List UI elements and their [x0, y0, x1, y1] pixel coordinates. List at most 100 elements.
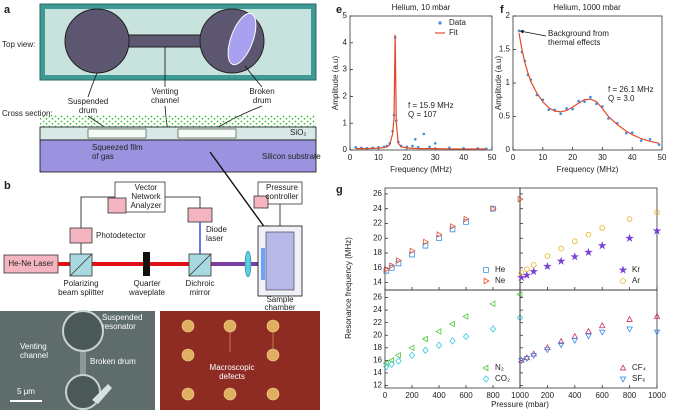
plot-frame: [519, 187, 658, 291]
marker: [598, 329, 606, 336]
legend-label: N₂: [495, 363, 504, 372]
y-tick-label: 22: [373, 318, 382, 327]
cavity: [177, 128, 237, 139]
x-tick-label: 10: [538, 153, 547, 162]
x-tick-label: 200: [405, 391, 419, 400]
label: Analyzer: [130, 201, 161, 210]
marker: [523, 356, 531, 363]
label: Squeezed film: [92, 143, 143, 152]
x-tick-label: 1000: [648, 391, 666, 400]
legend-marker: [482, 375, 490, 383]
legend-marker: [619, 364, 627, 371]
marker: [463, 219, 469, 225]
y-tick-label: 20: [373, 233, 382, 242]
y-tick-label: 3: [343, 65, 348, 74]
y-tick-label: 2: [343, 92, 348, 101]
label: mirror: [190, 288, 211, 297]
legend-marker: [618, 265, 628, 274]
y-tick-label: 20: [373, 330, 382, 339]
annotation: thermal effects: [548, 38, 600, 47]
marker: [388, 265, 395, 271]
marker: [530, 353, 538, 360]
annotation: f = 26.1 MHz: [608, 85, 654, 94]
marker: [435, 341, 443, 350]
marker: [571, 107, 574, 111]
marker: [653, 312, 661, 319]
y-tick-label: 24: [373, 305, 382, 314]
drum: [266, 387, 280, 401]
marker: [450, 223, 457, 230]
y-tick-label: 26: [373, 189, 382, 198]
marker: [408, 351, 416, 360]
label: He-Ne Laser: [8, 259, 54, 268]
marker: [490, 205, 496, 212]
top-view: [39, 3, 317, 81]
legend-marker: [483, 267, 489, 273]
plot-frame: [384, 187, 521, 291]
x-axis-label: Frequency (MHz): [557, 165, 619, 174]
leader: [244, 65, 263, 88]
marker: [547, 108, 551, 112]
y-tick-label: 24: [373, 204, 382, 213]
x-tick-label: 50: [488, 153, 497, 162]
label: SiO₂: [290, 128, 306, 137]
marker: [529, 266, 539, 276]
marker: [544, 347, 551, 354]
leader: [87, 72, 98, 98]
x-tick-label: 400: [432, 391, 446, 400]
diode-laser: [187, 207, 213, 223]
x-axis-label: Pressure (mbar): [491, 400, 549, 409]
legend-marker: [620, 278, 626, 284]
x-tick-label: 30: [431, 153, 440, 162]
drum: [64, 8, 130, 74]
marker: [653, 329, 661, 336]
marker: [383, 362, 390, 371]
marker: [626, 216, 633, 222]
marker: [624, 131, 628, 135]
broken-membrane: [227, 12, 257, 66]
marker: [557, 342, 565, 349]
label: Venting: [152, 87, 179, 96]
panel-label: f: [500, 4, 504, 16]
drum: [266, 348, 280, 362]
marker: [394, 352, 401, 359]
splitter-diagonal: [69, 253, 93, 277]
marker: [630, 131, 634, 134]
marker: [654, 209, 660, 216]
marker: [433, 142, 437, 145]
legend-label: Kr: [632, 265, 640, 274]
x-tick-label: 0: [511, 153, 516, 162]
marker: [449, 226, 456, 233]
marker: [422, 132, 426, 136]
annotation: f = 15.9 MHz: [408, 101, 454, 110]
marker: [589, 95, 592, 99]
marker: [489, 325, 497, 333]
label: laser: [206, 234, 224, 243]
marker: [396, 257, 403, 264]
chart: 0 200 400 600 800 1000 12 14 16 18 20 22 24 26 N₂ CO₂: [373, 289, 529, 400]
y-tick-label: 26: [373, 293, 382, 302]
marker: [556, 256, 566, 265]
y-tick-label: 14: [373, 278, 382, 287]
broken-flap: [92, 384, 112, 404]
marker: [598, 322, 606, 329]
y-tick-label: 18: [373, 248, 382, 257]
drum: [181, 319, 195, 333]
marker: [597, 241, 607, 250]
marker: [384, 265, 391, 273]
marker: [382, 360, 389, 367]
marker: [422, 346, 429, 355]
marker: [414, 137, 417, 141]
chart: 0 10 20 30 40 50 0 0.5 1 1.5 2 Helium, 1000 mbar Fre…: [494, 3, 667, 174]
broken-drum: [65, 374, 101, 410]
photodetector: [69, 227, 93, 244]
legend-label: CF₄: [632, 363, 646, 372]
annotation-arrow: [519, 29, 547, 37]
annotation: Q = 107: [408, 110, 437, 119]
marker: [449, 337, 456, 345]
y-tick-label: 1: [506, 78, 511, 87]
legend-label: Data: [449, 18, 466, 27]
marker: [388, 360, 395, 368]
y-tick-label: 5: [343, 11, 348, 20]
label: waveplate: [128, 288, 166, 297]
